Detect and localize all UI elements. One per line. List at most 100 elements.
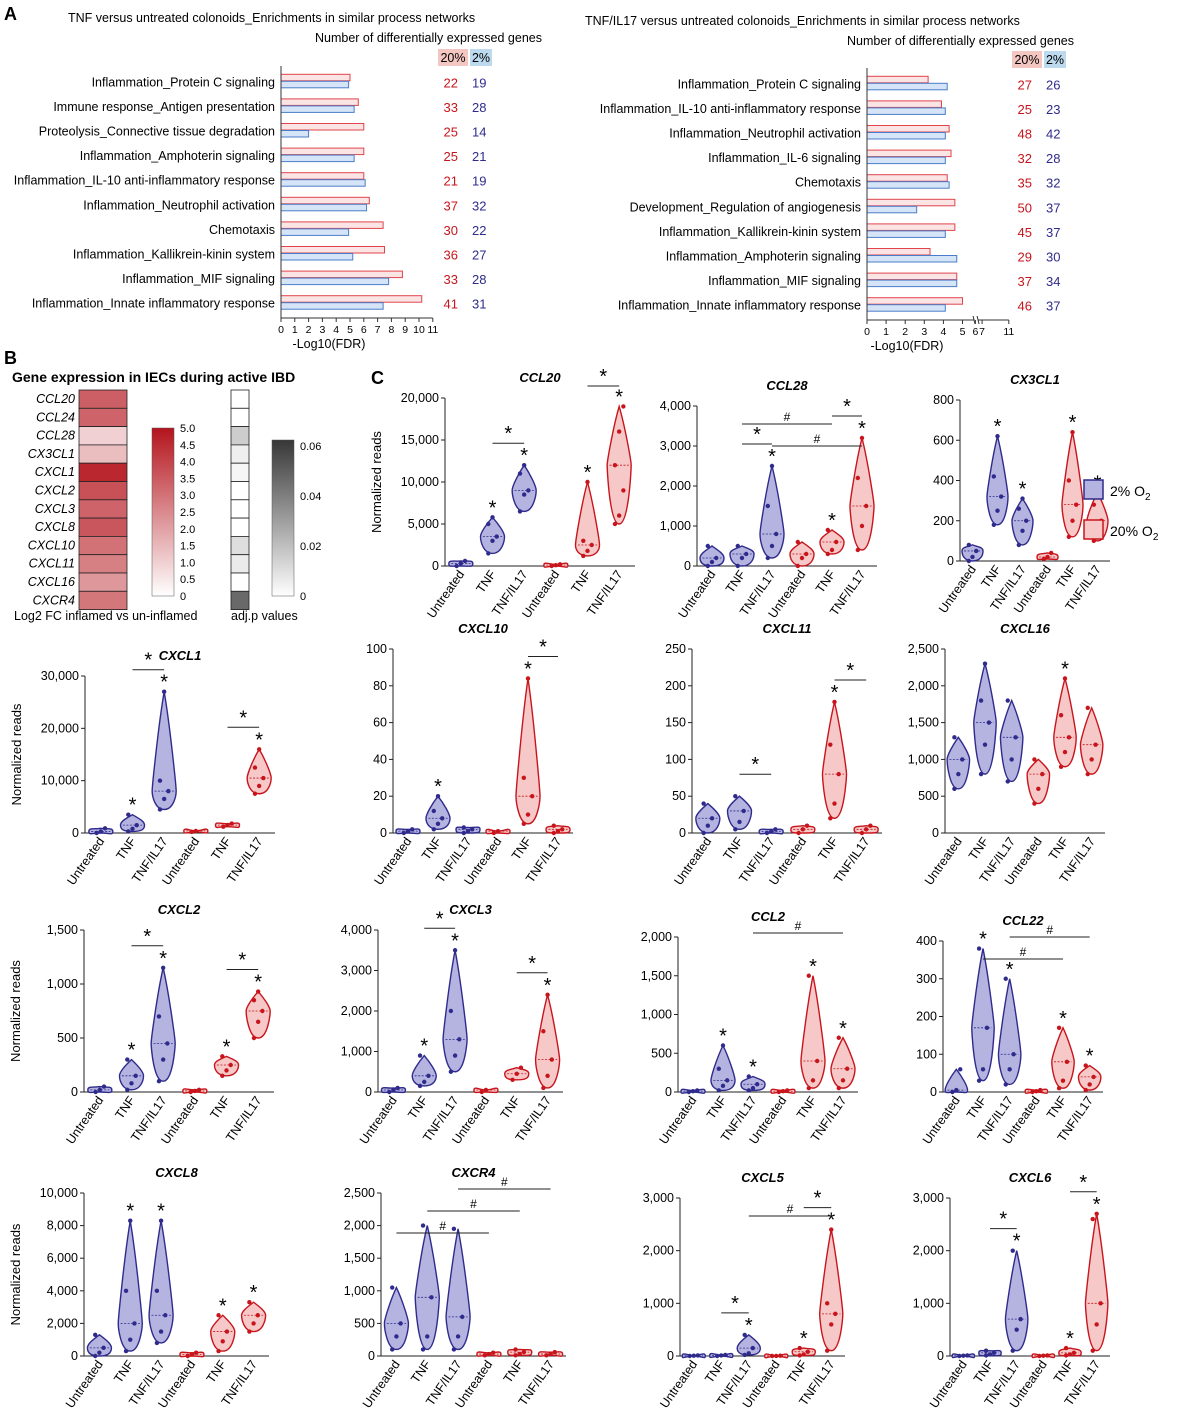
count-20pct: 41 [444,297,458,312]
violin-y-tick-label: 2,000 [643,1244,674,1258]
violin-sig-star: * [1059,1008,1067,1030]
violin-sig-star: * [1006,959,1014,981]
violin-bracket-label: # [439,1219,446,1233]
violin-shape [425,795,451,831]
violin-point [521,463,527,468]
violin-point [1007,1067,1012,1072]
violin-point [513,1347,518,1352]
violin-point [1066,534,1072,540]
violin-point [750,1345,755,1351]
violin-point [735,563,740,569]
count-2pct: 31 [472,297,486,312]
violin-point [825,1301,830,1306]
violin-point [545,992,550,997]
heatmap-gene-label: CXCR4 [33,593,75,607]
violin-shape [946,736,971,790]
violin-point [952,735,957,740]
violin-point [1037,1353,1042,1359]
violin-x-label: TNF [408,1357,434,1385]
violin-y-tick-label: 400 [916,934,937,948]
violin-point [486,1351,492,1357]
violin-bracket-label: # [814,432,821,446]
violin-sig-star: * [1093,1194,1101,1216]
colorbar-fc-tick: 2.5 [180,507,195,519]
heatmap-gene-label: CCL28 [36,429,75,443]
count-20pct: 48 [1018,127,1032,142]
head-20-label: 20% [440,51,465,65]
violin-point [225,822,230,828]
violin-point [130,826,135,832]
violin-point [417,1053,423,1058]
violin-point [560,827,565,832]
violin-bracket-label: * [843,396,851,418]
violin-shape [445,1228,471,1351]
violin-x-label: TNF [971,1357,997,1385]
violin-point [1056,1025,1062,1031]
violin-point [422,1079,427,1085]
violin-bracket-label: * [504,423,512,445]
violin-point [251,1035,257,1041]
violin-bracket-label: # [795,919,802,933]
violin-point [780,1089,786,1094]
violin-point [160,965,166,970]
violin-point [440,816,445,821]
violin-point [836,1085,841,1091]
violin-point [228,1062,233,1068]
legend: 2% O2 20% O2 [1083,479,1159,543]
violin-x-label: Untreated [371,835,414,888]
head-2-label: 2% [1046,53,1064,67]
violin-point [1087,1082,1092,1087]
violin-point [220,1073,225,1079]
violin-point [995,434,1000,439]
count-2pct: 42 [1046,127,1060,142]
violin-point [1016,542,1022,548]
violin-bracket-label: * [1079,1172,1087,1194]
colorbar-adjp-tick: 0 [300,591,306,603]
bar-x-tick-label: 7 [375,324,381,336]
violin-point [490,538,495,543]
violin-shape [819,529,845,555]
violin-point [735,543,740,549]
violin-shape [999,698,1024,783]
violin-shape [961,544,984,562]
heatmap-cell-fc [78,536,128,556]
violin-point [465,828,471,834]
violin-point [229,821,234,826]
bar-x-tick-label: 2 [902,326,908,338]
violin-shape [1051,1026,1075,1089]
violin-point [987,1352,993,1357]
heatmap-cell-adjp [230,389,250,409]
violin-point [420,1347,426,1352]
violin-point [833,1311,838,1317]
violin-title: CXCL3 [449,902,492,917]
violin-point [1014,1327,1019,1332]
count-20pct: 37 [444,198,458,213]
heatmap-cell-fc [78,426,128,446]
count-2pct: 28 [472,100,486,115]
bar-x-tick-label: 0 [278,324,284,336]
violin-point [255,1313,260,1318]
violin-point [462,558,468,564]
violin-point [585,479,590,485]
count-2pct: 32 [472,198,486,213]
violin-y-tick-label: 0 [684,559,691,573]
violin-point [188,1089,193,1095]
violin-point [612,463,618,468]
violin-point [128,1337,133,1342]
violin-point [390,1347,395,1352]
bar-x-tick-label: 11 [1003,326,1014,338]
violin-point [984,1025,990,1031]
heatmap-cell-fc [78,444,128,464]
bar-category-label: Proteolysis_Connective tissue degradatio… [39,125,275,139]
bar-20pct [866,75,929,84]
violin-shape [606,403,632,525]
violin-point [797,1353,802,1358]
violin-point [394,1334,399,1339]
violin-point [1083,1063,1088,1068]
violin-point [123,1348,129,1354]
violin-point [549,1057,554,1062]
violin-y-tick-label: 3,000 [643,1191,674,1205]
violin-point [1073,502,1079,507]
